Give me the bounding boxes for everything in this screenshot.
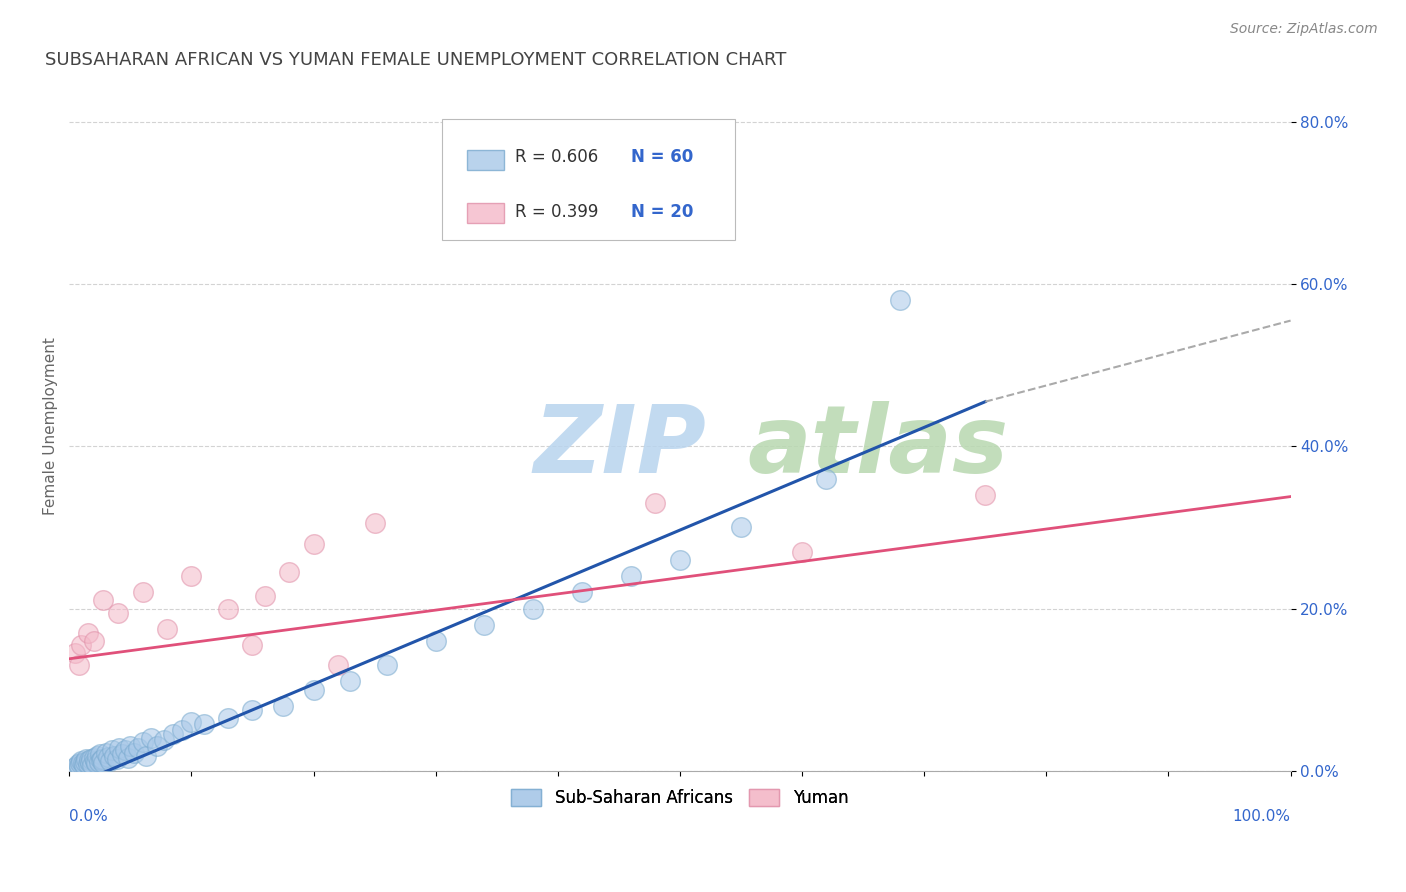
Point	[253, 590, 276, 604]
Point	[98, 754, 121, 768]
Point	[170, 723, 193, 738]
Point	[82, 758, 104, 772]
Point	[111, 747, 134, 762]
Point	[80, 752, 103, 766]
Point	[70, 638, 93, 652]
Point	[97, 750, 120, 764]
Point	[77, 753, 100, 767]
Point	[302, 682, 325, 697]
Point	[108, 741, 131, 756]
Point	[302, 536, 325, 550]
Point	[67, 759, 90, 773]
Point	[425, 634, 447, 648]
Point	[67, 658, 90, 673]
FancyBboxPatch shape	[467, 150, 503, 170]
FancyBboxPatch shape	[467, 202, 503, 223]
Point	[76, 757, 98, 772]
Text: ZIP: ZIP	[533, 401, 706, 492]
Point	[242, 638, 264, 652]
Point	[105, 752, 128, 766]
Text: SUBSAHARAN AFRICAN VS YUMAN FEMALE UNEMPLOYMENT CORRELATION CHART: SUBSAHARAN AFRICAN VS YUMAN FEMALE UNEMP…	[45, 51, 786, 69]
Point	[93, 756, 115, 770]
Point	[86, 749, 108, 764]
Point	[107, 606, 129, 620]
Text: R = 0.399: R = 0.399	[515, 203, 599, 221]
Point	[94, 746, 117, 760]
Point	[363, 516, 385, 531]
Point	[65, 759, 87, 773]
Text: N = 20: N = 20	[631, 203, 693, 221]
Point	[131, 735, 153, 749]
Point	[135, 749, 157, 764]
Point	[217, 711, 239, 725]
Point	[69, 756, 91, 770]
Legend: Sub-Saharan Africans, Yuman: Sub-Saharan Africans, Yuman	[505, 782, 855, 814]
Point	[79, 756, 101, 770]
Point	[101, 743, 124, 757]
Point	[65, 646, 87, 660]
Point	[75, 751, 97, 765]
Point	[83, 750, 105, 764]
Y-axis label: Female Unemployment: Female Unemployment	[44, 337, 58, 515]
Point	[375, 658, 398, 673]
Point	[815, 472, 838, 486]
Point	[974, 488, 997, 502]
Point	[146, 739, 169, 754]
Point	[180, 714, 202, 729]
Point	[153, 732, 176, 747]
Point	[89, 747, 111, 762]
Text: 100.0%: 100.0%	[1233, 809, 1291, 823]
Point	[162, 727, 184, 741]
Point	[83, 754, 105, 768]
Point	[474, 617, 496, 632]
Point	[114, 743, 136, 757]
Point	[117, 750, 139, 764]
Point	[242, 703, 264, 717]
Point	[790, 545, 813, 559]
Point	[889, 293, 911, 308]
Point	[72, 756, 94, 771]
Point	[620, 569, 643, 583]
Point	[90, 753, 112, 767]
Point	[326, 658, 349, 673]
Point	[217, 601, 239, 615]
Point	[93, 593, 115, 607]
Text: 0.0%: 0.0%	[69, 809, 108, 823]
Point	[730, 520, 752, 534]
Point	[127, 741, 149, 756]
Point	[571, 585, 593, 599]
Point	[91, 751, 114, 765]
Point	[669, 553, 692, 567]
FancyBboxPatch shape	[441, 120, 735, 240]
Point	[156, 622, 179, 636]
Point	[76, 625, 98, 640]
Point	[70, 754, 93, 768]
Point	[131, 585, 153, 599]
Point	[271, 698, 294, 713]
Point	[66, 757, 89, 772]
Point	[193, 716, 215, 731]
Point	[120, 739, 142, 754]
Point	[278, 565, 301, 579]
Point	[73, 758, 96, 772]
Point	[122, 746, 145, 760]
Text: Source: ZipAtlas.com: Source: ZipAtlas.com	[1230, 22, 1378, 37]
Point	[103, 749, 125, 764]
Point	[84, 756, 107, 771]
Point	[180, 569, 202, 583]
Point	[75, 755, 97, 769]
Point	[87, 755, 110, 769]
Point	[83, 634, 105, 648]
Text: N = 60: N = 60	[631, 148, 693, 166]
Point	[522, 601, 544, 615]
Point	[339, 674, 361, 689]
Point	[139, 731, 162, 746]
Text: R = 0.606: R = 0.606	[515, 148, 599, 166]
Text: atlas: atlas	[747, 401, 1008, 492]
Point	[644, 496, 666, 510]
